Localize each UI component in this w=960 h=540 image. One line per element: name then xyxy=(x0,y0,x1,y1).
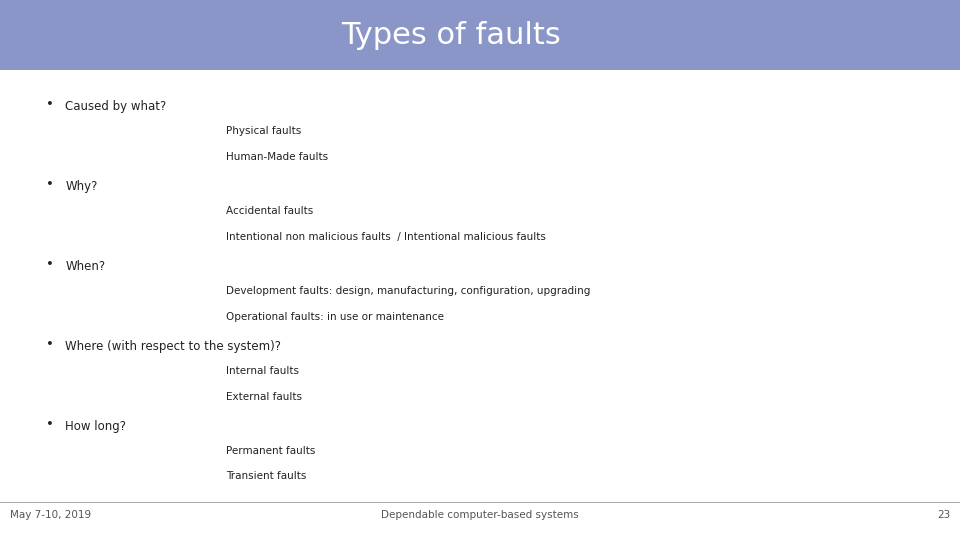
Text: Caused by what?: Caused by what? xyxy=(65,100,166,113)
Text: Internal faults: Internal faults xyxy=(226,366,299,376)
Text: •: • xyxy=(46,98,54,111)
Text: Permanent faults: Permanent faults xyxy=(226,446,315,456)
FancyBboxPatch shape xyxy=(0,0,960,70)
Text: 23: 23 xyxy=(937,510,950,521)
Text: •: • xyxy=(46,258,54,271)
Text: Operational faults: in use or maintenance: Operational faults: in use or maintenanc… xyxy=(226,312,444,322)
Text: Development faults: design, manufacturing, configuration, upgrading: Development faults: design, manufacturin… xyxy=(226,286,590,296)
Text: May 7-10, 2019: May 7-10, 2019 xyxy=(10,510,91,521)
Text: •: • xyxy=(46,338,54,351)
Text: •: • xyxy=(46,418,54,431)
Text: Physical faults: Physical faults xyxy=(226,126,300,136)
Text: Why?: Why? xyxy=(65,180,98,193)
Text: •: • xyxy=(46,178,54,191)
Text: Accidental faults: Accidental faults xyxy=(226,206,313,216)
Text: Dependable computer-based systems: Dependable computer-based systems xyxy=(381,510,579,521)
Text: Transient faults: Transient faults xyxy=(226,471,306,482)
Text: Human-Made faults: Human-Made faults xyxy=(226,152,327,162)
Text: External faults: External faults xyxy=(226,392,301,402)
Text: Where (with respect to the system)?: Where (with respect to the system)? xyxy=(65,340,281,353)
Text: Types of faults: Types of faults xyxy=(342,21,561,50)
Text: How long?: How long? xyxy=(65,420,127,433)
Text: Intentional non malicious faults  / Intentional malicious faults: Intentional non malicious faults / Inten… xyxy=(226,232,545,242)
Text: When?: When? xyxy=(65,260,106,273)
